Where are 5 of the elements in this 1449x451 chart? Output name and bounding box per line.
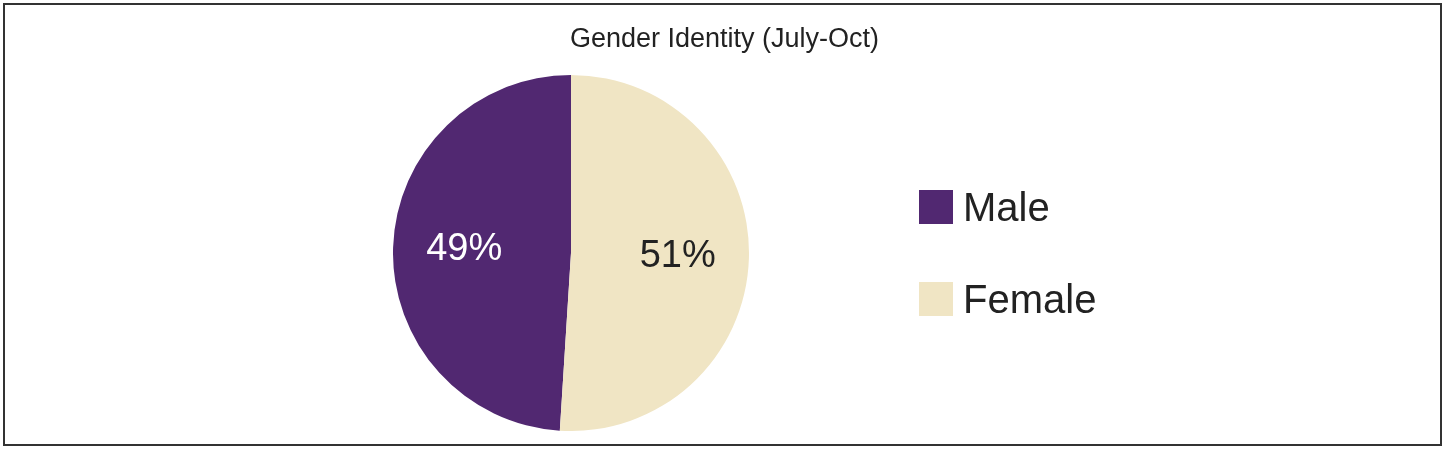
legend-label: Female <box>963 276 1097 322</box>
data-label: 49% <box>426 226 503 269</box>
chart-title: Gender Identity (July-Oct) <box>568 23 881 54</box>
data-label: 51% <box>639 232 716 275</box>
legend-label: Male <box>963 184 1050 230</box>
